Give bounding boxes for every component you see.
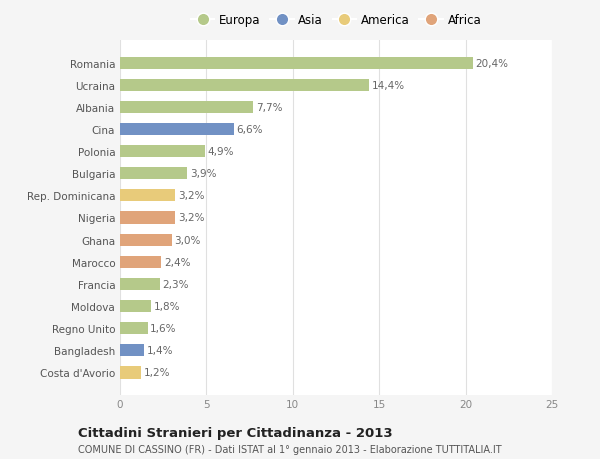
Text: 1,6%: 1,6% [150, 324, 177, 333]
Bar [120, 300, 151, 313]
Legend: Europa, Asia, America, Africa: Europa, Asia, America, Africa [188, 12, 484, 29]
Text: 20,4%: 20,4% [475, 58, 508, 68]
Text: 3,2%: 3,2% [178, 191, 205, 201]
Text: 6,6%: 6,6% [236, 125, 263, 134]
Text: 1,4%: 1,4% [147, 346, 173, 356]
Text: 1,8%: 1,8% [154, 302, 180, 311]
Text: Cittadini Stranieri per Cittadinanza - 2013: Cittadini Stranieri per Cittadinanza - 2… [78, 426, 392, 439]
Bar [120, 79, 369, 92]
Text: 3,0%: 3,0% [175, 235, 201, 245]
Text: 4,9%: 4,9% [207, 147, 234, 157]
Text: 2,3%: 2,3% [163, 279, 189, 289]
Bar [120, 234, 172, 246]
Text: COMUNE DI CASSINO (FR) - Dati ISTAT al 1° gennaio 2013 - Elaborazione TUTTITALIA: COMUNE DI CASSINO (FR) - Dati ISTAT al 1… [78, 444, 502, 454]
Bar [120, 344, 144, 357]
Bar [120, 101, 253, 114]
Bar [120, 367, 141, 379]
Text: 1,2%: 1,2% [143, 368, 170, 378]
Bar [120, 322, 148, 335]
Bar [120, 212, 175, 224]
Text: 14,4%: 14,4% [371, 80, 404, 90]
Bar [120, 256, 161, 268]
Bar [120, 278, 160, 291]
Text: 3,9%: 3,9% [190, 169, 217, 179]
Text: 2,4%: 2,4% [164, 257, 191, 267]
Text: 3,2%: 3,2% [178, 213, 205, 223]
Bar [120, 123, 234, 136]
Bar [120, 146, 205, 158]
Bar [120, 190, 175, 202]
Bar [120, 168, 187, 180]
Bar [120, 57, 473, 69]
Text: 7,7%: 7,7% [256, 103, 282, 112]
